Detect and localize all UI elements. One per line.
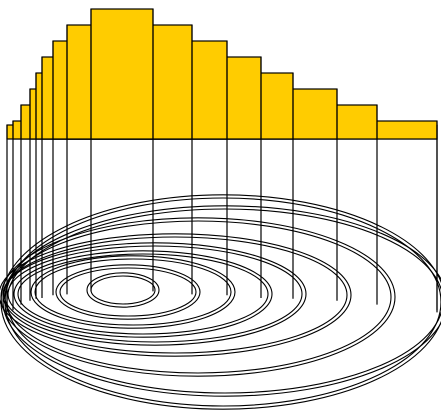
bar-1 xyxy=(90,8,154,140)
loop-9-outer xyxy=(0,194,441,410)
bars-group xyxy=(6,8,438,140)
loop-7-inner xyxy=(4,220,392,374)
loop-1-inner xyxy=(90,275,156,305)
loop-1-outer xyxy=(86,272,160,308)
loop-2-outer xyxy=(55,264,201,320)
loop-3-inner xyxy=(34,258,232,326)
loop-2-inner xyxy=(59,267,197,317)
loop-9-inner xyxy=(4,197,441,407)
loop-4-inner xyxy=(17,253,269,335)
loop-4-outer xyxy=(13,250,273,338)
loop-3-outer xyxy=(30,255,236,329)
loop-8-inner xyxy=(6,208,441,394)
loop-8-outer xyxy=(2,205,441,397)
loops-group xyxy=(0,194,441,410)
loop-6-outer xyxy=(0,233,352,357)
